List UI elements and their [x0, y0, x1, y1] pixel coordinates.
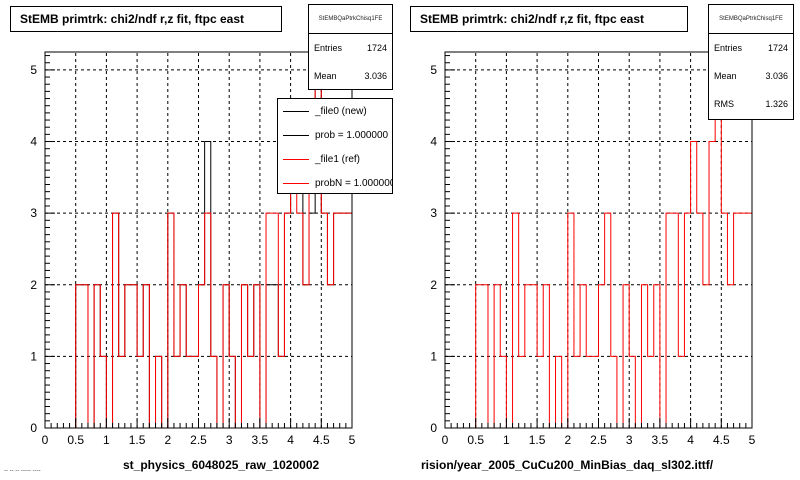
legend-label: _file1 (ref) — [315, 153, 361, 165]
histogram-series-0 — [445, 69, 752, 429]
stats-label: Mean — [314, 71, 337, 81]
x-tick-label: 3.5 — [252, 433, 269, 447]
x-tick-label: 4.5 — [713, 433, 730, 447]
stats-row-entries: Entries 1724 — [709, 34, 793, 62]
y-tick-label: 5 — [430, 63, 437, 77]
x-tick-label: 2.5 — [590, 433, 607, 447]
x-tick-label: 0 — [42, 433, 49, 447]
legend-entry-probn: probN = 1.000000 — [278, 171, 393, 193]
x-tick-label: 3 — [626, 433, 633, 447]
stats-value: 1724 — [767, 43, 788, 53]
legend-entry-new: _file0 (new) — [278, 99, 392, 123]
x-tick-label: 4 — [687, 433, 694, 447]
legend-line-red — [283, 158, 309, 160]
legend-entry-ref: _file1 (ref) — [278, 147, 392, 171]
x-tick-label: 1.5 — [529, 433, 546, 447]
x-tick-label: 5 — [749, 433, 756, 447]
legend-entry-prob: prob = 1.000000 — [278, 123, 392, 147]
panel-left-legend: _file0 (new) prob = 1.000000 _file1 (ref… — [277, 98, 393, 194]
x-tick-label: 1 — [503, 433, 510, 447]
stats-label: Entries — [314, 43, 343, 53]
y-tick-label: 3 — [430, 206, 437, 220]
legend-label: probN = 1.000000 — [315, 177, 393, 189]
y-tick-label: 1 — [30, 349, 37, 363]
y-tick-label: 5 — [30, 63, 37, 77]
stats-histogram-name: StEMBQaPtrkChisq1FE — [709, 5, 793, 34]
legend-line-black — [283, 110, 309, 112]
x-tick-label: 0.5 — [467, 433, 484, 447]
histogram-series-1 — [45, 69, 352, 429]
panel-left-footer: st_physics_6048025_raw_1020002 — [123, 458, 320, 472]
x-tick-label: 3.5 — [652, 433, 669, 447]
x-tick-label: 4.5 — [313, 433, 330, 447]
x-tick-label: 1 — [103, 433, 110, 447]
x-tick-label: 5 — [349, 433, 356, 447]
panel-left-stats-box: StEMBQaPtrkChisq1FE Entries 1724 Mean 3.… — [308, 4, 393, 90]
stats-value: 3.036 — [364, 71, 387, 81]
y-tick-label: 0 — [430, 421, 437, 435]
panel-right-title: StEMB primtrk: chi2/ndf r,z fit, ftpc ea… — [410, 6, 688, 32]
x-tick-label: 0 — [442, 433, 449, 447]
stats-value: 1724 — [366, 43, 387, 53]
y-tick-label: 4 — [430, 135, 437, 149]
legend-line-red — [283, 182, 309, 184]
panel-right-footer: rision/year_2005_CuCu200_MinBias_daq_sl3… — [421, 458, 714, 472]
x-tick-label: 2 — [564, 433, 571, 447]
legend-line-black — [283, 134, 309, 136]
panel-right-stats-box: StEMBQaPtrkChisq1FE Entries 1724 Mean 3.… — [708, 4, 794, 120]
stats-row-rms: RMS 1.326 — [709, 90, 793, 118]
stats-row-mean: Mean 3.036 — [709, 62, 793, 90]
x-tick-label: 0.5 — [67, 433, 84, 447]
stats-value: 3.036 — [765, 71, 788, 81]
x-tick-label: 3 — [226, 433, 233, 447]
stats-label: Entries — [714, 43, 743, 53]
legend-label: _file0 (new) — [315, 105, 367, 117]
stats-label: RMS — [714, 99, 734, 109]
x-tick-label: 1.5 — [129, 433, 146, 447]
x-tick-label: 2.5 — [190, 433, 207, 447]
stats-value: 1.326 — [765, 99, 788, 109]
stats-row-mean: Mean 3.036 — [309, 62, 392, 90]
y-tick-label: 2 — [30, 278, 37, 292]
y-tick-label: 3 — [30, 206, 37, 220]
legend-label: prob = 1.000000 — [315, 129, 389, 141]
stats-label: Mean — [714, 71, 737, 81]
corner-text: -- -- -- ----- ---- — [4, 468, 41, 474]
y-tick-label: 0 — [30, 421, 37, 435]
stats-row-entries: Entries 1724 — [309, 34, 392, 62]
x-tick-label: 2 — [164, 433, 171, 447]
panel-left-title: StEMB primtrk: chi2/ndf r,z fit, ftpc ea… — [10, 6, 282, 32]
y-tick-label: 4 — [30, 135, 37, 149]
stats-histogram-name: StEMBQaPtrkChisq1FE — [309, 5, 392, 34]
y-tick-label: 2 — [430, 278, 437, 292]
y-tick-label: 1 — [430, 349, 437, 363]
x-tick-label: 4 — [287, 433, 294, 447]
